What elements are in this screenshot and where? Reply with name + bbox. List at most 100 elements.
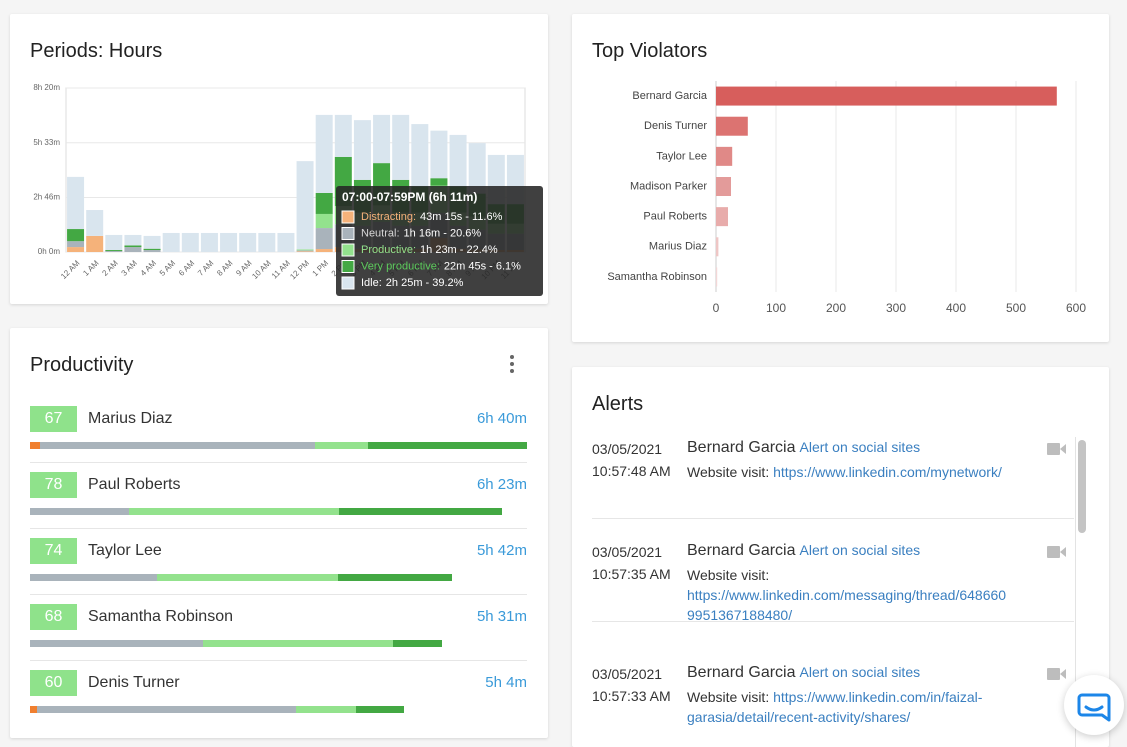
card-title: Top Violators <box>592 40 708 62</box>
y-tick-label: 8h 20m <box>33 83 60 92</box>
y-tick-label: Marius Diaz <box>649 241 707 253</box>
alert-url[interactable]: https://www.linkedin.com/in/faizal-garas… <box>687 689 983 725</box>
alert-time: 10:57:48 AM <box>592 463 671 479</box>
card-title: Productivity <box>30 354 134 376</box>
score-badge: 78 <box>30 472 77 498</box>
row-divider <box>30 660 527 661</box>
bar-segment <box>143 250 161 252</box>
bar-segment <box>30 640 203 647</box>
user-name: Paul Roberts <box>88 476 181 493</box>
bar-segment <box>296 251 314 252</box>
bar-segment <box>105 250 123 252</box>
row-divider <box>30 462 527 463</box>
bar-segment <box>373 114 391 164</box>
bar-segment <box>30 574 157 581</box>
total-time: 5h 42m <box>476 542 527 559</box>
user-name: Marius Diaz <box>88 410 173 427</box>
user-name: Taylor Lee <box>88 542 162 559</box>
bar-segment <box>105 251 123 252</box>
x-tick-label: 2 AM <box>100 258 119 277</box>
total-time: 6h 23m <box>476 476 527 493</box>
tooltip-swatch <box>341 260 355 273</box>
bar-segment <box>143 235 161 249</box>
bar-segment <box>392 640 443 647</box>
video-icon[interactable] <box>1047 442 1067 456</box>
card-title: Periods: Hours <box>30 40 163 62</box>
tooltip-swatch <box>341 243 355 257</box>
alert-detail: Website visit: https://www.linkedin.com/… <box>687 687 1013 727</box>
bar <box>716 267 718 287</box>
bar-segment <box>67 176 85 230</box>
x-tick-label: 6 AM <box>177 258 196 277</box>
bar-segment <box>37 706 296 713</box>
alert-type[interactable]: Alert on social sites <box>799 664 921 680</box>
alert-url[interactable]: https://www.linkedin.com/messaging/threa… <box>687 587 1007 623</box>
bar-segment <box>181 232 199 252</box>
bar-segment <box>124 234 142 246</box>
alert-date: 03/05/2021 <box>592 441 663 457</box>
alert-type[interactable]: Alert on social sites <box>799 542 921 558</box>
y-tick-label: Paul Roberts <box>643 211 707 223</box>
card-title: Alerts <box>592 393 644 415</box>
bar-segment <box>430 178 448 186</box>
alert-detail-label: Website visit: <box>687 689 770 705</box>
bar-segment <box>334 114 352 157</box>
more-menu[interactable] <box>506 354 518 374</box>
tooltip-label: Distracting: <box>361 211 416 223</box>
bar-segment <box>315 192 333 214</box>
video-icon[interactable] <box>1047 545 1067 559</box>
x-tick-label: 12 AM <box>59 258 82 281</box>
bar <box>716 116 748 136</box>
x-tick-label: 400 <box>946 301 966 315</box>
bar-segment <box>315 228 333 250</box>
y-tick-label: 2h 46m <box>33 193 60 202</box>
alert-detail-label: Website visit: <box>687 567 770 583</box>
bar-segment <box>202 640 393 647</box>
bar-segment <box>239 232 257 252</box>
y-tick-label: 0h 0m <box>38 247 61 256</box>
total-time: 5h 31m <box>476 608 527 625</box>
tooltip-row: Idle: 2h 25m - 39.2% <box>361 277 464 289</box>
bar-segment <box>67 247 85 252</box>
alert-header: Bernard Garcia Alert on social sites <box>687 660 920 685</box>
x-tick-label: 11 AM <box>270 258 292 280</box>
camera-body <box>1047 443 1060 455</box>
bar-segment <box>124 245 142 248</box>
x-tick-label: 300 <box>886 301 906 315</box>
productivity-card: Productivity 67 Marius Diaz 6h 40m 78 Paul R… <box>10 328 548 738</box>
tooltip-swatch <box>341 276 355 290</box>
total-time: 6h 40m <box>476 410 527 427</box>
bar <box>716 207 728 227</box>
bar-segment <box>315 249 333 252</box>
tooltip-label: Very productive: <box>361 260 440 272</box>
video-icon[interactable] <box>1047 667 1067 681</box>
violators-card: Top Violators <box>572 14 1109 342</box>
alert-type[interactable]: Alert on social sites <box>799 439 921 455</box>
x-tick-label: 10 AM <box>250 258 273 281</box>
chat-button[interactable] <box>1064 675 1124 735</box>
bar-segment <box>355 706 404 713</box>
bar-segment <box>30 442 40 449</box>
score-badge: 68 <box>30 604 77 630</box>
alert-url[interactable]: https://www.linkedin.com/mynetwork/ <box>773 464 1002 480</box>
alert-date: 03/05/2021 <box>592 544 663 560</box>
bar-segment <box>220 232 238 252</box>
alert-user: Bernard Garcia <box>687 439 796 456</box>
x-tick-label: 200 <box>826 301 846 315</box>
tooltip-row: Distracting: 43m 15s - 11.6% <box>361 211 503 223</box>
alert-item: 03/05/2021 10:57:35 AM Bernard Garcia Alert… <box>592 541 1066 631</box>
bar-segment <box>315 114 333 193</box>
camera-lens <box>1060 444 1066 454</box>
bar-segment <box>314 442 368 449</box>
tooltip-swatch <box>341 210 355 224</box>
tooltip-value: 1h 23m - 22.4% <box>420 244 498 256</box>
alert-item: 03/05/2021 10:57:33 AM Bernard Garcia Alert… <box>592 660 1066 747</box>
row-divider <box>30 528 527 529</box>
bar-segment <box>468 143 486 194</box>
user-name: Samantha Robinson <box>88 608 233 625</box>
y-tick-label: Samantha Robinson <box>607 271 707 283</box>
scrollbar-thumb[interactable] <box>1078 440 1086 533</box>
tooltip-row: Very productive: 22m 45s - 6.1% <box>361 260 521 272</box>
